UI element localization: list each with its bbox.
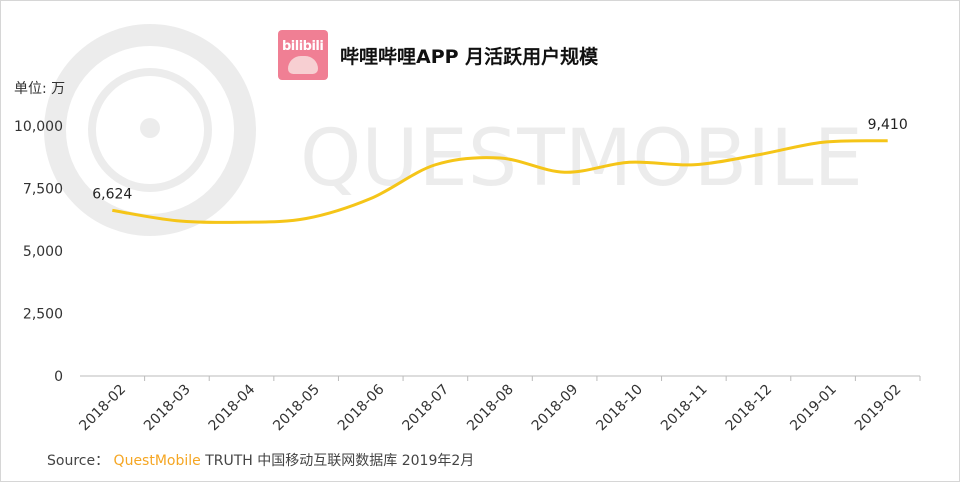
bilibili-logo-icon: bilibili (278, 30, 328, 80)
watermark-dot (140, 118, 160, 138)
y-tick-label: 0 (54, 369, 63, 385)
x-tick-label: 2019-02 (852, 382, 905, 435)
unit-label: 单位: 万 (14, 81, 66, 97)
watermark: QUESTMOBILE (44, 24, 863, 236)
x-tick-label: 2019-01 (787, 382, 840, 435)
x-axis-ticks: 2018-02 2018-03 2018-04 2018-05 2018-06 2018-… (76, 376, 921, 435)
source-note: Source： QuestMobile TRUTH 中国移动互联网数据库 201… (47, 450, 474, 470)
x-tick-label: 2018-11 (658, 382, 711, 435)
x-tick-label: 2018-08 (464, 382, 517, 435)
x-tick-label: 2018-03 (141, 382, 194, 435)
source-prefix: Source： (47, 453, 110, 469)
source-suffix: TRUTH 中国移动互联网数据库 2019年2月 (205, 453, 475, 469)
y-axis-ticks: 0 2,500 5,000 7,500 10,000 (14, 119, 63, 385)
source-brand: QuestMobile (113, 453, 201, 469)
x-tick-label: 2018-07 (400, 382, 453, 435)
logo-text: bilibili (282, 39, 324, 54)
series-line (112, 139, 888, 224)
x-tick-label: 2018-05 (270, 382, 323, 435)
x-tick-label: 2018-04 (206, 381, 259, 434)
y-tick-label: 2,500 (23, 307, 63, 323)
watermark-inner-ring (88, 68, 212, 192)
x-tick-label: 2018-09 (529, 382, 582, 435)
chart-header: bilibili 哔哩哔哩APP 月活跃用户规模 (278, 30, 598, 80)
logo-mascot (288, 56, 318, 74)
chart-title: 哔哩哔哩APP 月活跃用户规模 (340, 45, 599, 68)
watermark-ring (44, 24, 256, 236)
y-tick-label: 7,500 (23, 182, 63, 198)
data-labels: 6,624 9,410 (92, 117, 907, 203)
data-point-label: 6,624 (92, 186, 132, 202)
y-tick-label: 10,000 (14, 119, 63, 135)
x-tick-label: 2018-02 (76, 382, 129, 435)
watermark-text: QUESTMOBILE (300, 114, 863, 204)
x-tick-label: 2018-10 (593, 382, 646, 435)
x-tick-label: 2018-12 (723, 382, 776, 435)
data-point-label: 9,410 (868, 117, 908, 133)
y-tick-label: 5,000 (23, 244, 63, 260)
x-tick-label: 2018-06 (335, 381, 388, 434)
